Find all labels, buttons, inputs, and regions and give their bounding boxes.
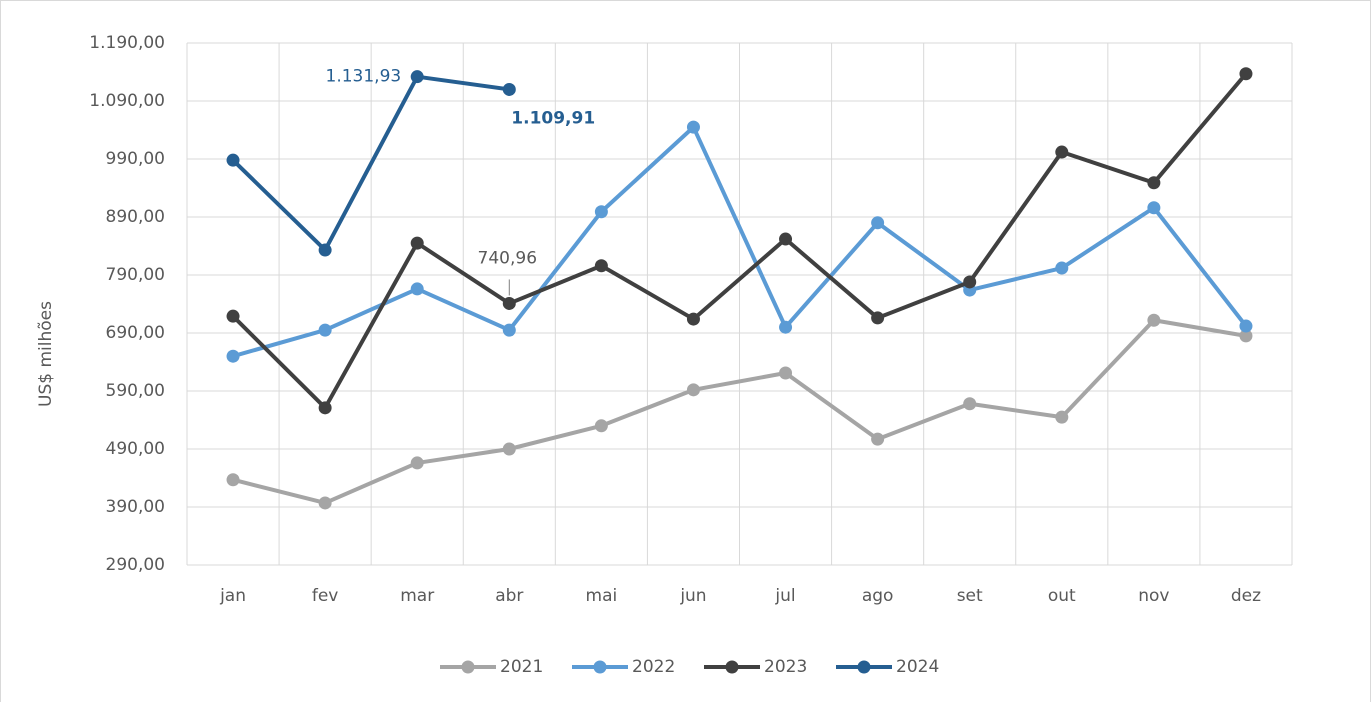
point (1239, 329, 1253, 343)
point (594, 419, 608, 433)
data-label: 1.109,91 (511, 108, 595, 128)
x-tick-label: nov (1138, 586, 1169, 606)
y-tick-label: 990,00 (106, 149, 165, 169)
x-tick-label: jun (679, 586, 706, 606)
x-tick-label: abr (495, 586, 523, 606)
x-tick-label: mar (400, 586, 434, 606)
point (410, 70, 424, 84)
point (502, 323, 516, 337)
y-tick-label: 1.190,00 (89, 33, 165, 53)
y-tick-label: 290,00 (106, 555, 165, 575)
point (1239, 67, 1253, 81)
point (1239, 319, 1253, 333)
data-label: 1.131,93 (326, 67, 402, 87)
y-tick-label: 590,00 (106, 381, 165, 401)
point (779, 320, 793, 334)
point (871, 311, 885, 325)
series-line (231, 72, 1248, 410)
point (318, 323, 332, 337)
x-tick-label: fev (312, 586, 339, 606)
point (410, 456, 424, 470)
x-tick-label: dez (1231, 586, 1261, 606)
point (779, 232, 793, 246)
point (686, 383, 700, 397)
legend-marker (593, 660, 607, 674)
series-line (232, 125, 1248, 359)
point (963, 275, 977, 289)
y-tick-label: 690,00 (106, 323, 165, 343)
point (963, 397, 977, 411)
point (686, 120, 700, 134)
point (502, 442, 516, 456)
y-tick-label: 390,00 (106, 497, 165, 517)
point (502, 82, 516, 96)
x-tick-label: jul (774, 586, 795, 606)
point (1147, 201, 1161, 215)
x-tick-label: mai (586, 586, 618, 606)
point (1055, 410, 1069, 424)
legend-label: 2024 (896, 657, 939, 677)
x-tick-label: out (1048, 586, 1076, 606)
point (1147, 313, 1161, 327)
point (871, 432, 885, 446)
point (226, 349, 240, 363)
legend-marker (725, 660, 739, 674)
data-label: 740,96 (478, 248, 537, 268)
point (1055, 261, 1069, 275)
point (594, 259, 608, 273)
point (871, 216, 885, 230)
point (410, 236, 424, 250)
point (594, 205, 608, 219)
point (226, 153, 240, 167)
y-tick-label: 890,00 (106, 207, 165, 227)
x-tick-label: jan (219, 586, 246, 606)
point (226, 309, 240, 323)
y-tick-label: 490,00 (106, 439, 165, 459)
series-line (231, 74, 510, 253)
point (410, 282, 424, 296)
legend-label: 2022 (632, 657, 675, 677)
y-axis-title: US$ milhões (36, 301, 56, 407)
point (318, 496, 332, 510)
point (1147, 176, 1161, 190)
point (686, 312, 700, 326)
legend-label: 2023 (764, 657, 807, 677)
legend-marker (461, 660, 475, 674)
y-tick-label: 790,00 (106, 265, 165, 285)
point (502, 296, 516, 310)
point (779, 366, 793, 380)
point (1055, 145, 1069, 159)
legend-marker (857, 660, 871, 674)
point (226, 473, 240, 487)
series-line (232, 318, 1247, 505)
x-tick-label: ago (862, 586, 894, 606)
x-tick-label: set (957, 586, 983, 606)
y-tick-label: 1.090,00 (89, 91, 165, 111)
point (318, 401, 332, 415)
legend-label: 2021 (500, 657, 543, 677)
point (318, 243, 332, 257)
